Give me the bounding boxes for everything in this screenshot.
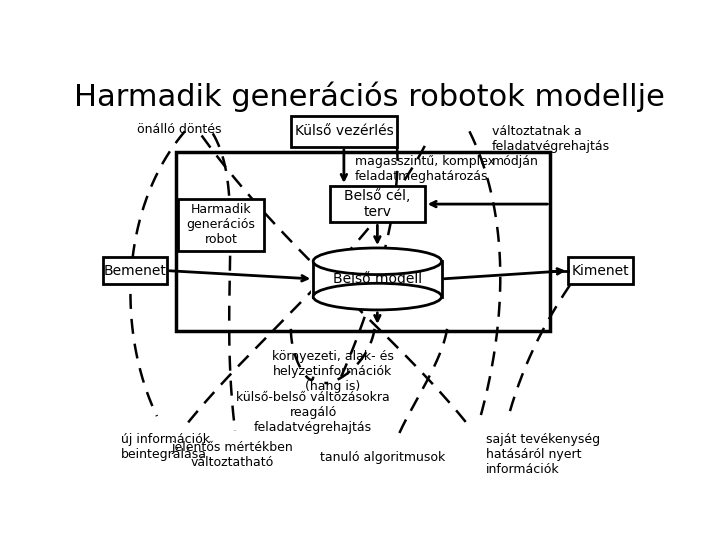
Text: jelentős mértékben
változtatható: jelentős mértékben változtatható	[171, 441, 293, 469]
Bar	[176, 152, 550, 331]
Text: önálló döntés: önálló döntés	[138, 123, 222, 136]
Bar	[178, 199, 264, 251]
Ellipse shape	[313, 284, 441, 310]
Bar	[102, 257, 167, 284]
Bar	[330, 186, 425, 222]
Bar	[569, 257, 633, 284]
Text: Belső modell: Belső modell	[333, 272, 422, 286]
Text: környezeti, alak- és
helyzetinformációk
(hang is): környezeti, alak- és helyzetinformációk …	[271, 349, 394, 393]
Bar	[313, 261, 441, 296]
Text: Harmadik generációs robotok modellje: Harmadik generációs robotok modellje	[73, 82, 665, 112]
Bar	[291, 116, 397, 147]
Text: magasszintű, komplex
feladatmeghatározás: magasszintű, komplex feladatmeghatározás	[355, 155, 495, 183]
Text: Belső cél,
terv: Belső cél, terv	[344, 189, 410, 219]
Text: tanuló algoritmusok: tanuló algoritmusok	[320, 451, 446, 464]
Text: Bemenet: Bemenet	[103, 264, 166, 278]
Text: változtatnak a
feladatvégrehajtás
módján: változtatnak a feladatvégrehajtás módján	[492, 125, 610, 168]
Text: Kimenet: Kimenet	[572, 264, 629, 278]
Text: új információk
beintegrálása: új információk beintegrálása	[121, 433, 210, 461]
Ellipse shape	[313, 248, 441, 274]
Text: Harmadik
generációs
robot: Harmadik generációs robot	[186, 204, 256, 246]
Text: saját tevékenység
hatásáról nyert
információk: saját tevékenység hatásáról nyert inform…	[486, 433, 600, 476]
Text: Külső vezérlés: Külső vezérlés	[294, 124, 393, 138]
Text: külső-belső változásokra
reagáló
feladatvégrehajtás: külső-belső változásokra reagáló feladat…	[236, 391, 390, 434]
